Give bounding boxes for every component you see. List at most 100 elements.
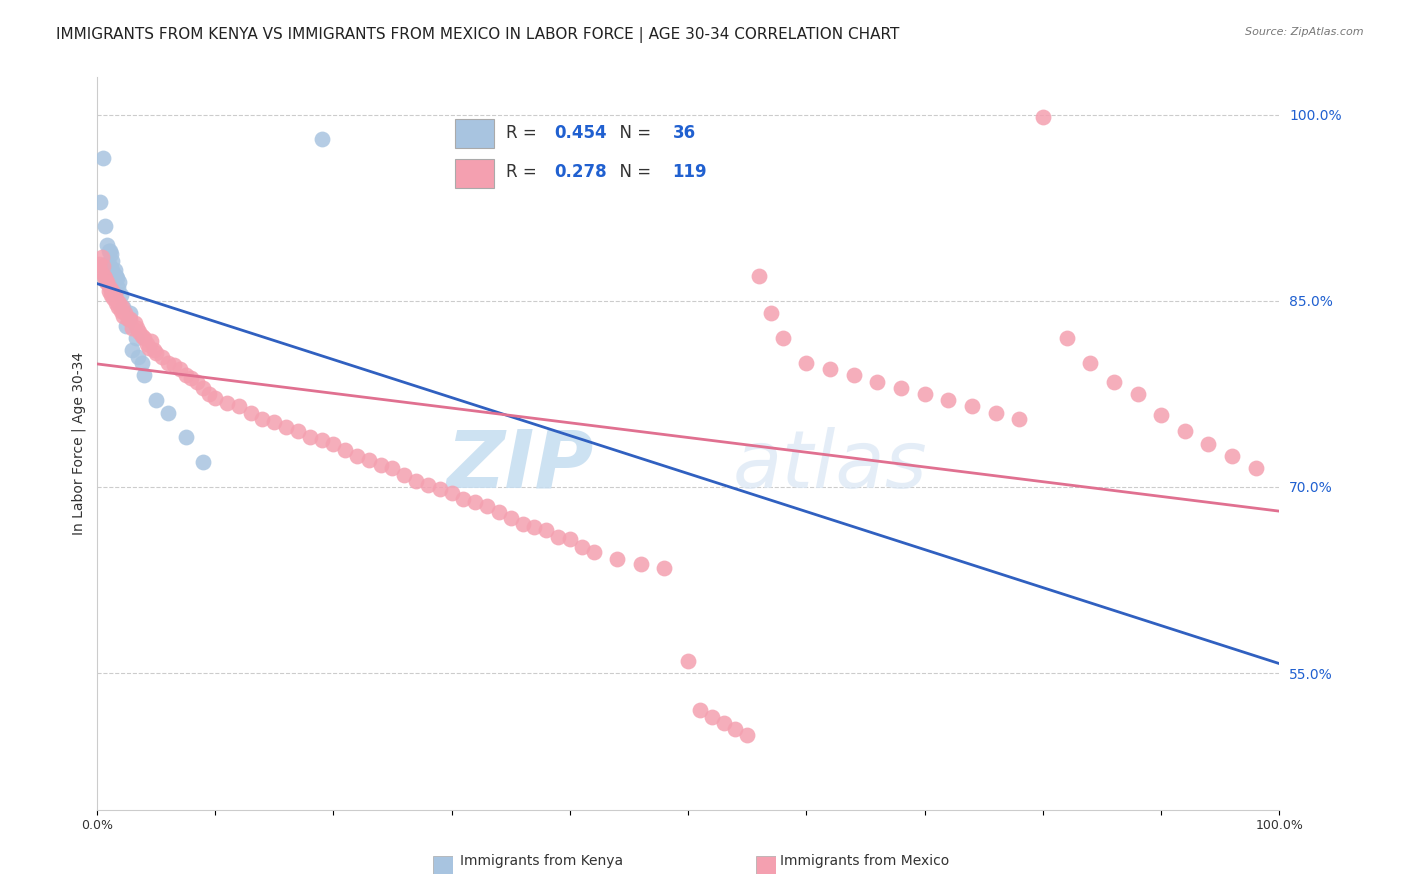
Text: ZIP: ZIP <box>446 426 593 505</box>
Point <box>239 405 262 419</box>
Point <box>93 268 115 283</box>
Point <box>381 461 404 475</box>
Y-axis label: In Labor Force | Age 30-34: In Labor Force | Age 30-34 <box>72 352 86 535</box>
Text: 0.454: 0.454 <box>555 124 607 142</box>
Point <box>104 296 127 310</box>
Point <box>105 271 128 285</box>
Point <box>263 416 285 430</box>
Point <box>91 259 114 273</box>
Point <box>416 477 439 491</box>
Point <box>107 281 129 295</box>
Point <box>370 458 392 472</box>
Point <box>700 709 723 723</box>
Text: Immigrants from Kenya: Immigrants from Kenya <box>460 854 623 868</box>
Point <box>97 284 120 298</box>
Point <box>128 325 150 339</box>
Point <box>118 312 141 326</box>
Point <box>193 455 215 469</box>
Point <box>346 449 368 463</box>
Point <box>134 368 156 383</box>
Point <box>1220 449 1243 463</box>
Point <box>1056 331 1078 345</box>
Point <box>121 321 143 335</box>
Point <box>118 312 141 326</box>
Text: 0.278: 0.278 <box>555 163 607 181</box>
Point <box>96 238 118 252</box>
Point <box>1078 356 1101 370</box>
FancyBboxPatch shape <box>456 120 495 148</box>
Point <box>100 262 122 277</box>
Point <box>125 321 148 335</box>
Text: R =: R = <box>506 124 543 142</box>
Point <box>125 331 148 345</box>
Point <box>156 405 179 419</box>
Text: atlas: atlas <box>733 426 928 505</box>
Point <box>1032 110 1054 124</box>
Point <box>101 254 124 268</box>
Point <box>186 375 208 389</box>
Point <box>405 474 427 488</box>
Text: IMMIGRANTS FROM KENYA VS IMMIGRANTS FROM MEXICO IN LABOR FORCE | AGE 30-34 CORRE: IMMIGRANTS FROM KENYA VS IMMIGRANTS FROM… <box>56 27 900 43</box>
Point <box>890 381 912 395</box>
Point <box>97 257 120 271</box>
Point <box>118 306 141 320</box>
Point <box>108 296 131 310</box>
Point <box>124 316 146 330</box>
Point <box>94 268 117 283</box>
Point <box>114 306 136 320</box>
Point <box>89 257 111 271</box>
Point <box>571 540 593 554</box>
Point <box>464 495 486 509</box>
Point <box>582 544 605 558</box>
Point <box>215 395 238 409</box>
Point <box>174 430 197 444</box>
Point <box>145 393 167 408</box>
Point <box>689 703 711 717</box>
Point <box>274 420 297 434</box>
Point <box>180 371 202 385</box>
Point <box>145 346 167 360</box>
Point <box>654 560 676 574</box>
Point <box>936 393 959 408</box>
Point <box>97 262 120 277</box>
Point <box>198 387 221 401</box>
Point <box>104 262 127 277</box>
Text: Source: ZipAtlas.com: Source: ZipAtlas.com <box>1246 27 1364 37</box>
Point <box>169 362 191 376</box>
Point <box>1174 424 1197 438</box>
Point <box>163 359 186 373</box>
Point <box>759 306 782 320</box>
Point <box>960 400 983 414</box>
Point <box>110 303 132 318</box>
Point <box>96 257 118 271</box>
Point <box>96 275 118 289</box>
Point <box>141 334 163 348</box>
Point <box>453 492 475 507</box>
Point <box>1198 436 1220 450</box>
Point <box>311 132 333 146</box>
Point <box>97 244 120 259</box>
Point <box>104 287 127 301</box>
Point <box>138 341 160 355</box>
Point <box>842 368 865 383</box>
Point <box>547 530 569 544</box>
Point <box>98 244 121 259</box>
Point <box>134 331 156 345</box>
Point <box>121 343 143 358</box>
Text: N =: N = <box>609 124 657 142</box>
Text: N =: N = <box>609 163 657 181</box>
Point <box>100 246 122 260</box>
Point <box>606 552 628 566</box>
Point <box>111 309 134 323</box>
Point <box>512 517 534 532</box>
Point <box>100 287 122 301</box>
Point <box>772 331 794 345</box>
Point <box>440 486 463 500</box>
Point <box>630 557 652 571</box>
Point <box>558 532 581 546</box>
Text: 119: 119 <box>672 163 707 181</box>
Point <box>150 350 173 364</box>
Point <box>748 268 770 283</box>
Point <box>713 715 735 730</box>
Point <box>108 275 131 289</box>
